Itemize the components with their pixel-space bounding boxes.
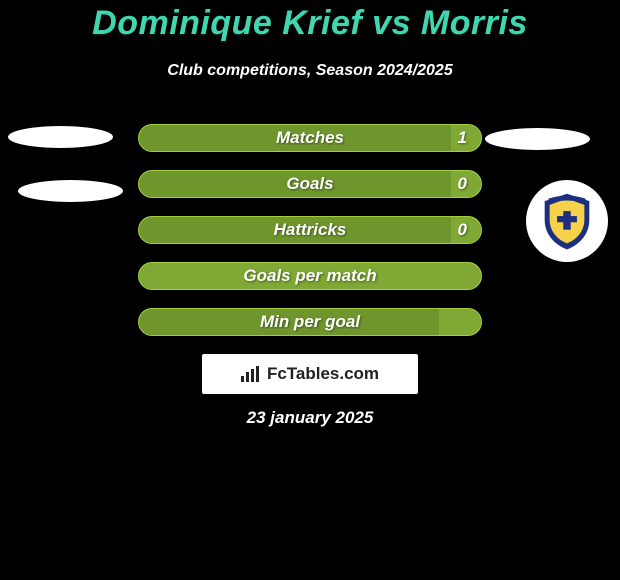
- comparison-bars: Matches 1 Goals 0 Hattricks 0 Goals per …: [138, 124, 482, 354]
- watermark-card: FcTables.com: [202, 354, 418, 394]
- bar-label: Min per goal: [139, 309, 481, 335]
- bar-value: 0: [458, 217, 467, 243]
- bar-label: Goals per match: [139, 263, 481, 289]
- bar-label: Matches: [139, 125, 481, 151]
- shield-icon: [536, 190, 598, 252]
- chart-icon: [241, 366, 261, 382]
- date-text: 23 january 2025: [0, 408, 620, 428]
- bar-value: 1: [458, 125, 467, 151]
- page-title: Dominique Krief vs Morris: [0, 4, 620, 43]
- bar-hattricks: Hattricks 0: [138, 216, 482, 244]
- bar-value: 0: [458, 171, 467, 197]
- bar-label: Hattricks: [139, 217, 481, 243]
- page-subtitle: Club competitions, Season 2024/2025: [0, 62, 620, 80]
- watermark-text: FcTables.com: [267, 364, 379, 384]
- bar-label: Goals: [139, 171, 481, 197]
- player-left-placeholder-2: [18, 180, 123, 202]
- bar-matches: Matches 1: [138, 124, 482, 152]
- club-crest-right: [526, 180, 608, 262]
- player-left-placeholder-1: [8, 126, 113, 148]
- bar-goals-per-match: Goals per match: [138, 262, 482, 290]
- bar-goals: Goals 0: [138, 170, 482, 198]
- player-right-placeholder: [485, 128, 590, 150]
- bar-min-per-goal: Min per goal: [138, 308, 482, 336]
